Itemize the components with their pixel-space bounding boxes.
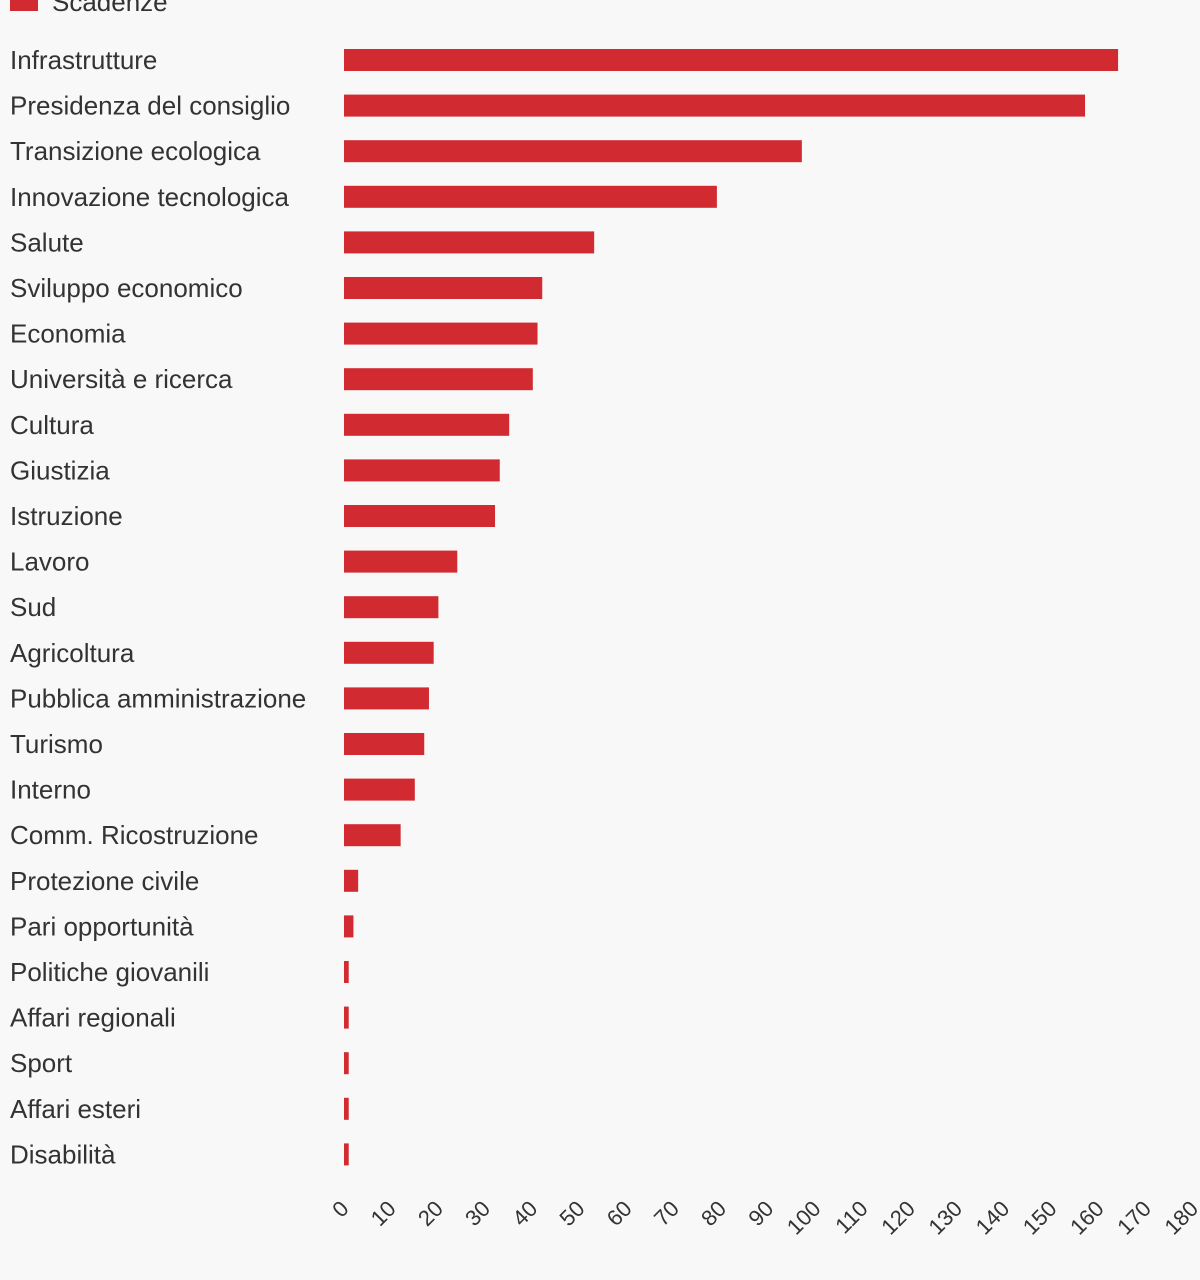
- bar: [344, 49, 1119, 71]
- category-label: Sud: [10, 592, 56, 622]
- bar: [344, 413, 510, 436]
- bar: [344, 1143, 349, 1166]
- bar: [344, 550, 458, 573]
- bar: [344, 824, 401, 847]
- bar: [344, 869, 359, 892]
- x-tick-label: 20: [413, 1196, 448, 1231]
- x-axis-ticks: 0 10 20 30 40 50 60 70 80 90 100 110 120 130 140 150 160…: [327, 1196, 1200, 1240]
- x-tick-label: 50: [555, 1196, 590, 1231]
- bar: [344, 140, 802, 163]
- bar: [344, 505, 496, 527]
- category-label: Economia: [10, 319, 126, 349]
- x-tick-label: 130: [923, 1196, 967, 1240]
- category-label: Innovazione tecnologica: [10, 182, 290, 212]
- x-tick-label: 80: [696, 1196, 731, 1231]
- x-tick-label: 90: [743, 1196, 778, 1231]
- legend-label: Scadenze: [52, 0, 168, 17]
- x-tick-label: 100: [782, 1196, 826, 1240]
- x-tick-label: 110: [830, 1196, 872, 1238]
- category-label: Affari esteri: [10, 1094, 141, 1124]
- bar: [344, 277, 543, 299]
- bar: [344, 596, 439, 619]
- x-tick-label: 170: [1112, 1196, 1156, 1240]
- bar: [344, 1052, 349, 1075]
- category-label: Interno: [10, 775, 91, 805]
- category-label: Pari opportunità: [10, 911, 194, 941]
- x-tick-label: 160: [1065, 1196, 1109, 1240]
- category-labels: Infrastrutture Presidenza del consiglio Tr…: [10, 45, 306, 1169]
- bar: [344, 231, 595, 254]
- category-label: Sviluppo economico: [10, 273, 243, 303]
- category-label: Turismo: [10, 729, 103, 759]
- category-label: Cultura: [10, 410, 94, 440]
- bar: [344, 915, 354, 938]
- category-label: Transizione ecologica: [10, 136, 261, 166]
- bar: [344, 961, 349, 983]
- legend-swatch: [10, 0, 38, 11]
- category-label: Affari regionali: [10, 1003, 176, 1033]
- category-label: Giustizia: [10, 455, 110, 485]
- category-label: Lavoro: [10, 547, 90, 577]
- category-label: Pubblica amministrazione: [10, 683, 306, 713]
- bar: [344, 687, 429, 710]
- x-tick-label: 0: [327, 1196, 353, 1222]
- bar: [344, 322, 538, 345]
- bar: [344, 94, 1086, 117]
- category-label: Politiche giovanili: [10, 957, 209, 987]
- legend: Scadenze: [10, 0, 168, 17]
- bars: [344, 49, 1119, 1166]
- x-tick-label: 70: [649, 1196, 684, 1231]
- category-label: Sport: [10, 1048, 73, 1078]
- category-label: Agricoltura: [10, 638, 135, 668]
- category-label: Salute: [10, 227, 84, 257]
- bar: [344, 641, 434, 664]
- x-tick-label: 180: [1159, 1196, 1200, 1240]
- category-label: Istruzione: [10, 501, 123, 531]
- category-label: Presidenza del consiglio: [10, 91, 290, 121]
- bar: [344, 778, 415, 801]
- x-tick-label: 10: [366, 1196, 401, 1231]
- bar: [344, 459, 500, 482]
- bar: [344, 1006, 349, 1029]
- bar: [344, 733, 425, 755]
- x-tick-label: 30: [460, 1196, 495, 1231]
- bar: [344, 368, 533, 391]
- category-label: Comm. Ricostruzione: [10, 820, 259, 850]
- x-tick-label: 150: [1018, 1196, 1062, 1240]
- category-label: Protezione civile: [10, 866, 199, 896]
- x-tick-label: 120: [876, 1196, 920, 1240]
- category-label: Università e ricerca: [10, 364, 233, 394]
- x-tick-label: 60: [602, 1196, 637, 1231]
- category-label: Infrastrutture: [10, 45, 157, 75]
- x-tick-label: 40: [507, 1196, 542, 1231]
- bar: [344, 1097, 349, 1120]
- category-label: Disabilità: [10, 1139, 116, 1169]
- x-tick-label: 140: [971, 1196, 1015, 1240]
- bar: [344, 185, 717, 208]
